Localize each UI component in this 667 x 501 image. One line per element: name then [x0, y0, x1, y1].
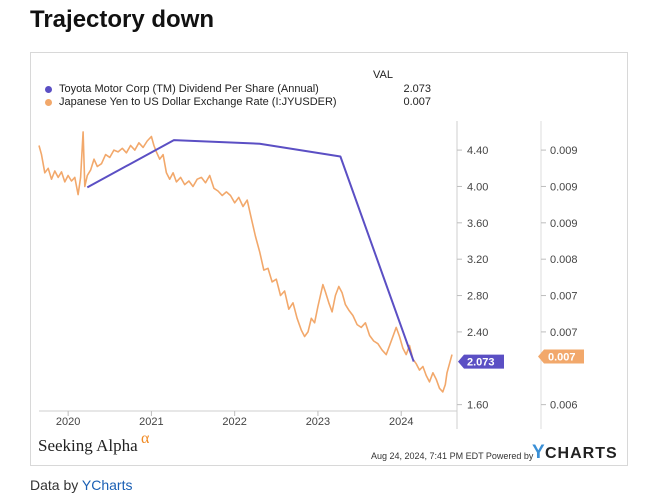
footer-timestamp: Aug 24, 2024, 7:41 PM EDT Powered by — [371, 451, 534, 461]
y-left-tick-label: 1.60 — [467, 400, 488, 412]
legend-item-yen[interactable]: Japanese Yen to US Dollar Exchange Rate … — [45, 96, 605, 110]
x-tick-label: 2023 — [306, 416, 330, 428]
alpha-symbol-icon: α — [141, 430, 150, 447]
chart-card: VAL Toyota Motor Corp (TM) Dividend Per … — [30, 52, 628, 466]
legend: VAL Toyota Motor Corp (TM) Dividend Per … — [31, 53, 627, 113]
legend-value: 0.007 — [403, 96, 431, 108]
legend-dot-icon — [45, 86, 52, 93]
y-right-tick-label: 0.008 — [550, 254, 578, 266]
data-source: Data by YCharts — [30, 477, 132, 493]
x-tick-label: 2020 — [56, 416, 80, 428]
y-left-tick-label: 4.40 — [467, 145, 488, 157]
toyota-value-badge — [458, 354, 504, 369]
y-right-tick-label: 0.007 — [550, 327, 578, 339]
legend-val-header: VAL — [373, 69, 393, 81]
plot-area — [39, 121, 457, 411]
y-left-tick-label: 3.20 — [467, 254, 488, 266]
y-right-tick-label: 0.009 — [550, 218, 578, 230]
toyota-value-badge-label: 2.073 — [467, 357, 495, 369]
y-left-tick-label: 3.60 — [467, 218, 488, 230]
ycharts-link[interactable]: YCharts — [81, 477, 133, 493]
legend-label: Japanese Yen to US Dollar Exchange Rate … — [59, 96, 337, 108]
toyota-dividend-line — [86, 139, 415, 362]
series-lines — [38, 131, 453, 393]
plot-frame — [39, 121, 542, 429]
page-title: Trajectory down — [30, 6, 215, 33]
y-axis-right: 0.009 0.009 0.009 0.008 0.007 0.007 0.006 — [541, 145, 578, 412]
y-left-tick-label: 2.80 — [467, 291, 488, 303]
seeking-alpha-logo: Seeking Alpha — [38, 436, 138, 455]
y-left-tick-label: 4.00 — [467, 181, 488, 193]
legend-value: 2.073 — [403, 83, 431, 95]
legend-dot-icon — [45, 99, 52, 106]
y-left-tick-label: 2.40 — [467, 327, 488, 339]
value-badges: 2.073 0.007 — [458, 349, 584, 369]
yen-value-badge-label: 0.007 — [548, 351, 576, 363]
yen-usd-line — [38, 131, 453, 393]
ycharts-logo-y: Y — [532, 442, 545, 463]
ycharts-logo-text: CHARTS — [545, 445, 618, 462]
legend-item-toyota[interactable]: Toyota Motor Corp (TM) Dividend Per Shar… — [45, 83, 605, 97]
y-right-tick-label: 0.007 — [550, 291, 578, 303]
x-tick-label: 2022 — [222, 416, 246, 428]
y-right-tick-label: 0.009 — [550, 181, 578, 193]
y-right-tick-label: 0.006 — [550, 400, 578, 412]
y-right-tick-label: 0.009 — [550, 145, 578, 157]
x-tick-label: 2021 — [139, 416, 163, 428]
yen-value-badge — [538, 349, 584, 364]
chart-plot: 2020 2021 2022 2023 2024 4.40 4.00 3.60 3.20 2.8… — [38, 121, 584, 429]
x-axis: 2020 2021 2022 2023 2024 — [56, 411, 413, 428]
source-prefix: Data by — [30, 477, 82, 493]
x-tick-label: 2024 — [389, 416, 413, 428]
y-axis-left: 4.40 4.00 3.60 3.20 2.80 2.40 1.60 — [457, 145, 488, 412]
legend-label: Toyota Motor Corp (TM) Dividend Per Shar… — [59, 83, 319, 95]
